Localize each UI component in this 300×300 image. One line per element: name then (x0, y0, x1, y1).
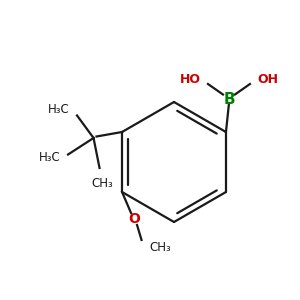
Text: H₃C: H₃C (48, 103, 70, 116)
Text: CH₃: CH₃ (92, 177, 113, 190)
Text: B: B (223, 92, 235, 106)
Text: H₃C: H₃C (39, 151, 61, 164)
Text: O: O (128, 212, 140, 226)
Text: CH₃: CH₃ (149, 241, 171, 254)
Text: OH: OH (257, 73, 278, 86)
Text: HO: HO (179, 73, 200, 86)
